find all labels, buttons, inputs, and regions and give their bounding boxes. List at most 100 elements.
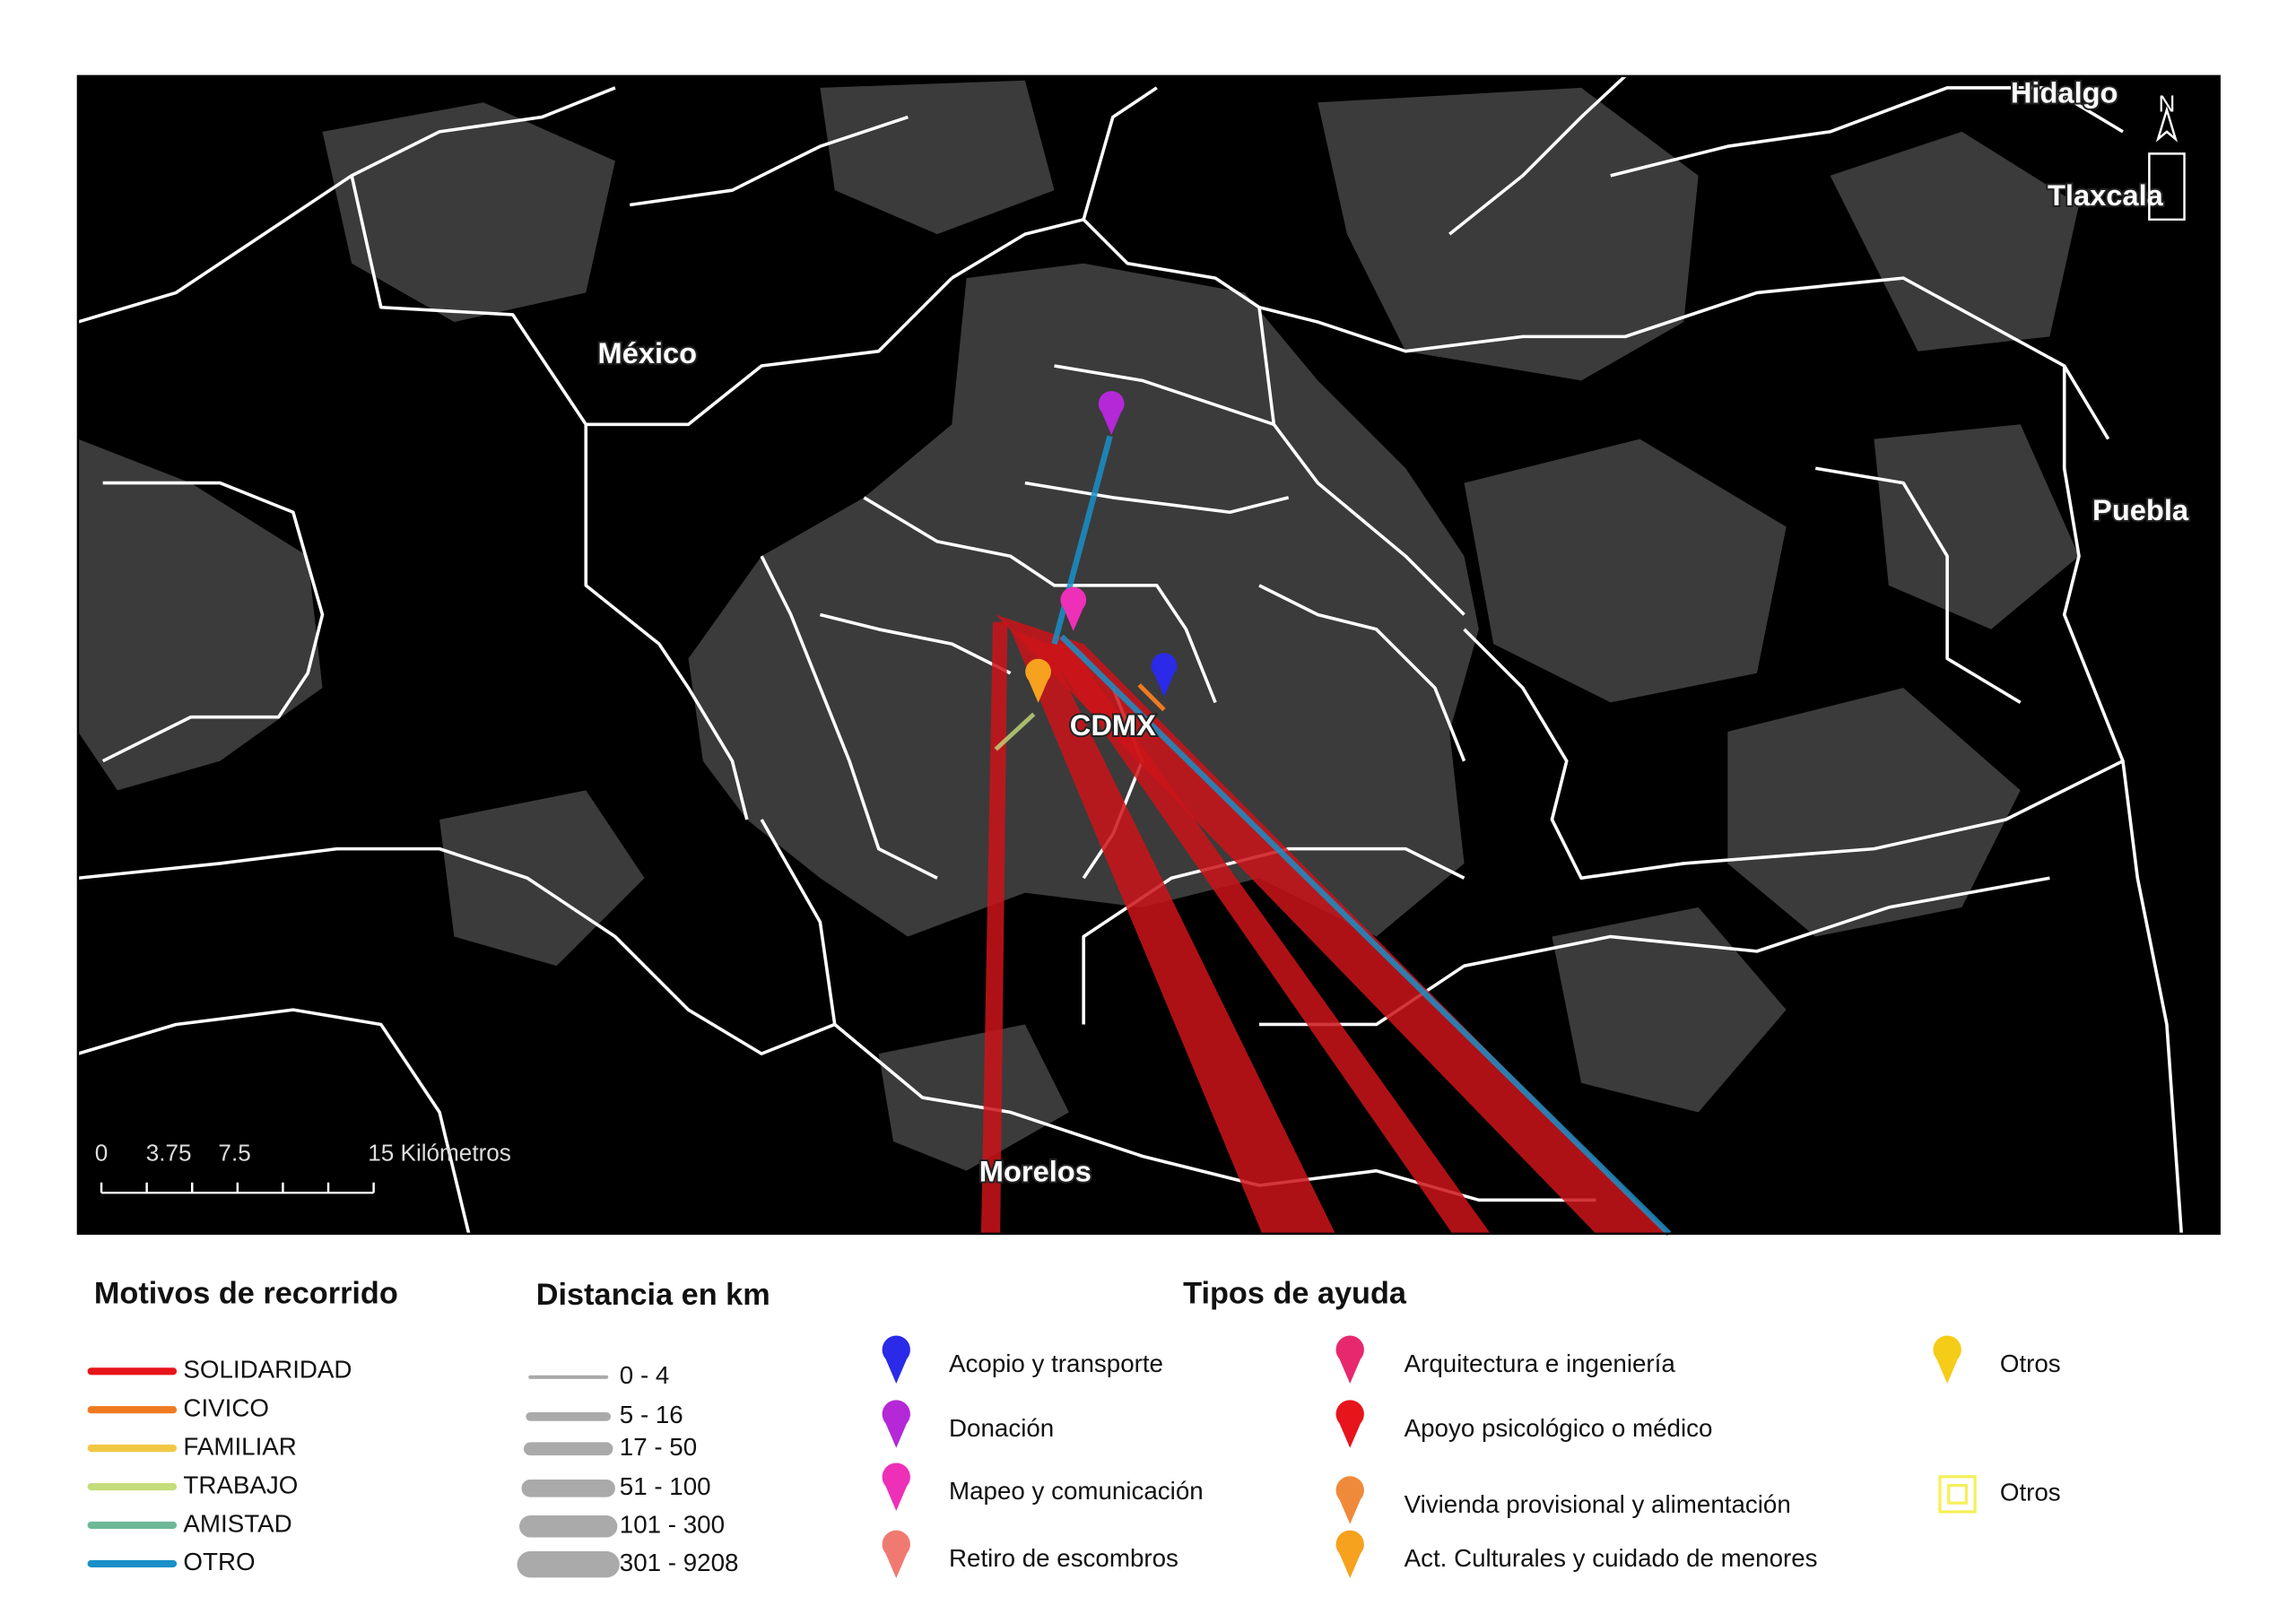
boundary-line <box>1054 364 1274 427</box>
north-label: N <box>2159 90 2176 117</box>
place-label: Tlaxcala <box>2048 178 2164 212</box>
legend-label: 0 - 4 <box>620 1361 670 1389</box>
map-labels: Hidalgo Tlaxcala México Puebla CDMX Morelos N 0… <box>95 74 2191 1194</box>
legend-label: Act. Culturales y cuidado de menores <box>1405 1544 1818 1572</box>
pin <box>1335 1400 1364 1448</box>
legend-label: SOLIDARIDAD <box>183 1356 352 1384</box>
legend-square <box>1938 1475 1977 1514</box>
pin <box>1933 1335 1961 1384</box>
pin <box>1060 586 1087 631</box>
pin <box>882 1335 910 1384</box>
pin <box>1335 1476 1364 1524</box>
borders <box>77 74 2184 1235</box>
legend-label: 301 - 9208 <box>620 1549 739 1576</box>
legend-label: Acopio y transporte <box>949 1350 1163 1377</box>
boundary-line <box>77 846 836 1055</box>
boundary-line <box>951 86 1158 280</box>
boundary-line <box>350 175 953 427</box>
legend-title: Motivos de recorrido <box>94 1276 398 1310</box>
pin <box>1098 391 1125 436</box>
boundary-line <box>77 86 616 324</box>
boundary-line <box>1257 307 1465 616</box>
legend-label: Otros <box>2000 1479 2061 1506</box>
flow-solidaridad <box>996 614 1670 1234</box>
place-label: Puebla <box>2092 493 2189 526</box>
urban-area <box>878 1024 1069 1171</box>
legend-label: Otros <box>2000 1350 2061 1377</box>
legend-label: 51 - 100 <box>620 1472 711 1500</box>
legend: Motivos de recorrido SOLIDARIDAD CIVICO FAM… <box>87 1276 2061 1579</box>
boundary-line <box>77 1008 471 1235</box>
legend-label: CIVICO <box>183 1394 269 1422</box>
legend-label: OTRO <box>183 1548 255 1575</box>
pin <box>1335 1335 1364 1384</box>
legend-title: Tipos de ayuda <box>1183 1276 1407 1310</box>
pin <box>1335 1530 1364 1579</box>
flow-solidaridad <box>1042 644 1491 1234</box>
boundary-line <box>760 555 938 880</box>
urban-area <box>820 80 1055 235</box>
urban-area <box>1727 688 2021 937</box>
map-frame <box>76 74 2221 1236</box>
boundary-line <box>1082 846 1465 1025</box>
legend-label: Arquitectura e ingeniería <box>1405 1350 1676 1377</box>
urban-area <box>1552 907 1787 1113</box>
urban-area <box>1464 438 1787 703</box>
scale-label: 0 <box>95 1140 109 1167</box>
legend-square <box>1947 1483 1968 1505</box>
urban-area <box>1874 424 2080 629</box>
pin <box>882 1400 910 1448</box>
urban-area <box>1830 131 2080 352</box>
flow-civico <box>1137 683 1166 712</box>
flow-otro <box>1051 435 1672 1237</box>
north-arrow <box>2148 106 2186 221</box>
legend-label: Donación <box>949 1414 1054 1442</box>
boundary-line <box>1463 628 2124 881</box>
boundary-line <box>1259 876 2050 1027</box>
place-label: México <box>598 336 698 369</box>
legend-label: 5 - 16 <box>620 1401 683 1428</box>
urban-area <box>77 438 323 791</box>
boundary-line <box>1082 218 2110 440</box>
map-pins <box>1025 391 1178 703</box>
urban-area <box>322 102 615 323</box>
pin <box>1025 658 1051 703</box>
boundary-line <box>1258 584 1466 762</box>
flow-solidaridad <box>1010 629 1335 1234</box>
boundary-line <box>1610 86 2124 178</box>
boundary-line <box>1814 466 2022 704</box>
boundary-line <box>1024 481 1290 515</box>
scale-label: 3.75 <box>146 1140 192 1167</box>
boundary-line <box>863 496 1217 704</box>
place-label: CDMX <box>1070 708 1156 742</box>
flow-solidaridad <box>980 621 1008 1234</box>
flow-trabajo <box>994 712 1036 751</box>
legend-label: Apoyo psicológico o médico <box>1405 1414 1713 1442</box>
scale-label: 15 Kilómetros <box>368 1140 511 1167</box>
legend-label: Retiro de escombros <box>949 1544 1178 1572</box>
boundary-line <box>101 481 325 763</box>
legend-label: AMISTAD <box>183 1509 291 1537</box>
pin <box>882 1530 910 1579</box>
legend-label: 101 - 300 <box>620 1511 725 1539</box>
legend-label: 17 - 50 <box>620 1433 697 1461</box>
flows <box>980 435 1672 1237</box>
pin <box>882 1462 910 1511</box>
legend-label: FAMILIAR <box>183 1432 296 1460</box>
place-label: Morelos <box>979 1155 1091 1188</box>
legend-title: Distancia en km <box>536 1278 770 1312</box>
legend-label: Vivienda provisional y alimentación <box>1405 1490 1791 1518</box>
boundary-line <box>2062 366 2184 1234</box>
boundary-line <box>819 612 1012 675</box>
place-label: Hidalgo <box>2011 76 2118 109</box>
scale-label: 7.5 <box>218 1140 250 1167</box>
boundary-line <box>1448 74 1627 236</box>
boundary-line <box>584 424 749 820</box>
urban-area <box>1318 87 1699 381</box>
pin <box>1151 653 1178 698</box>
boundary-line <box>629 115 909 207</box>
scale-bar <box>100 1182 375 1194</box>
